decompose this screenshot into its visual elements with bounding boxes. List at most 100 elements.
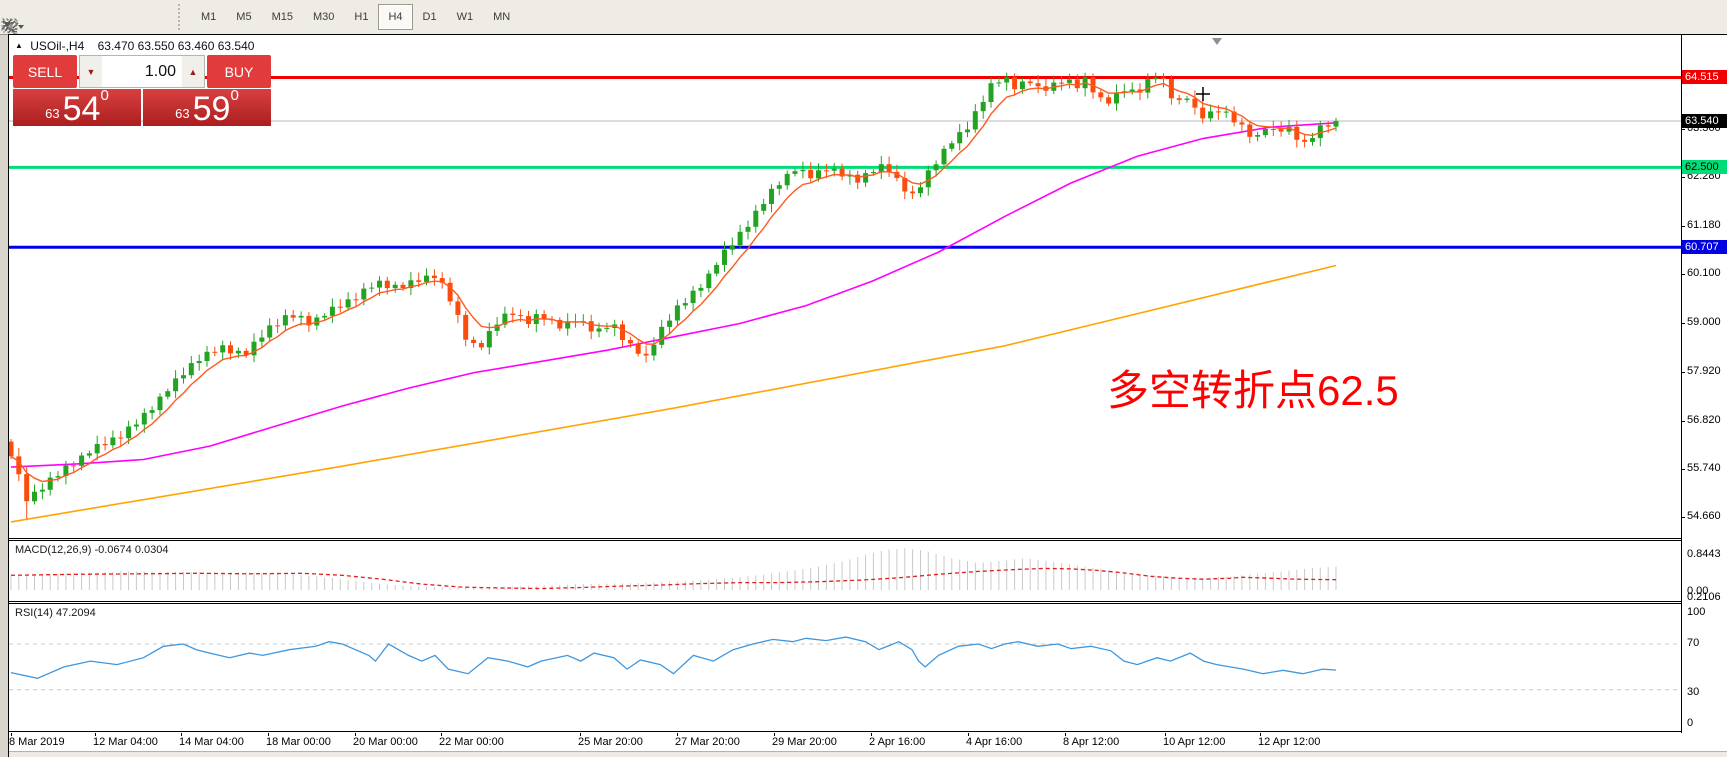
macd-tick-label: 0.00 [1687,585,1709,597]
price-tick-label: 55.740 [1687,462,1721,474]
time-axis-label: 12 Apr 12:00 [1258,736,1321,748]
symbol-triangle-icon: ▲ [15,41,23,50]
time-tick-mark [968,732,969,736]
sell-price-main: 54 [62,90,101,128]
price-tick-mark [1681,274,1685,275]
price-badge-62.500: 62.500 [1682,160,1727,174]
time-axis-label: 8 Apr 12:00 [1063,736,1120,748]
candlestick-chart[interactable] [9,35,1681,538]
chart-window[interactable]: ▲ USOil-,H4 63.470 63.550 63.460 63.540 … [8,34,1727,757]
buy-price-prefix: 63 [175,106,190,121]
time-tick-mark [1165,732,1166,736]
time-axis-label: 18 Mar 00:00 [266,736,331,748]
time-tick-mark [871,732,872,736]
time-tick-mark [95,732,96,736]
price-badge-64.515: 64.515 [1682,70,1727,84]
time-axis-label: 14 Mar 04:00 [179,736,244,748]
macd-signal-line [10,567,1337,590]
price-tick-label: 60.100 [1687,267,1721,279]
volume-input[interactable]: 1.00 [144,62,176,80]
price-tick-mark [1681,226,1685,227]
timeframe-m5-button[interactable]: M5 [236,11,252,23]
toolbar-separator [178,4,187,30]
price-badge-63.540: 63.540 [1682,114,1727,128]
rsi-chart[interactable] [9,604,1681,731]
rsi-line [10,636,1337,679]
time-axis-separator [9,731,1681,733]
price-tick-mark [1681,129,1685,130]
time-axis-label: 27 Mar 20:00 [675,736,740,748]
tool-cursor-arrows-button[interactable] [4,3,174,31]
price-tick-label: 59.000 [1687,316,1721,328]
time-axis[interactable]: 8 Mar 2019 12 Mar 04:00 14 Mar 04:00 18 Mar… [9,732,1727,751]
price-tick-label: 56.820 [1687,414,1721,426]
price-tick-label: 61.180 [1687,219,1721,231]
window-bottom-strip [9,751,1727,757]
timeframe-mn-button[interactable]: MN [493,11,511,23]
macd-tick-label: 0.8443 [1687,548,1721,560]
price-tick-mark [1681,372,1685,373]
rsi-tick-label: 70 [1687,637,1700,649]
sell-price-tile[interactable]: 63 54 0 [13,87,141,128]
buy-price-main: 59 [192,90,231,128]
buy-button[interactable]: BUY [207,55,271,88]
volume-decrease-button[interactable]: ▼ [80,56,102,87]
macd-histogram [10,548,1337,590]
chart-ohlc-readout: 63.470 63.550 63.460 63.540 [97,39,255,53]
timeframe-m1-button[interactable]: M1 [201,11,217,23]
buy-price-tile[interactable]: 63 59 0 [143,87,271,128]
tool-text-box-button[interactable]: T [1,3,140,33]
volume-stepper: ▼ 1.00 ▲ [79,55,205,88]
time-axis-label: 20 Mar 00:00 [353,736,418,748]
time-tick-mark [1065,732,1066,736]
time-axis-label: 12 Mar 04:00 [93,736,158,748]
macd-indicator-label: MACD(12,26,9) -0.0674 0.0304 [15,544,169,556]
price-tick-mark [1681,323,1685,324]
ma-fast-line [10,82,1337,483]
chart-symbol-label: USOil-,H4 [30,39,85,53]
price-tick-mark [1681,517,1685,518]
chart-annotation-text: 多空转折点62.5 [1107,367,1399,414]
price-axis[interactable] [1681,35,1682,733]
time-tick-mark [11,732,12,736]
timeframe-h4-button[interactable]: H4 [378,4,413,30]
sell-button[interactable]: SELL [13,55,77,88]
macd-chart[interactable] [9,540,1681,601]
timeframe-h1-button[interactable]: H1 [354,11,369,23]
time-tick-mark [580,732,581,736]
toolbar: EFATM1M5M15M30H1H4D1W1MN [0,0,1727,35]
time-axis-label: 2 Apr 16:00 [869,736,926,748]
timeframe-m15-button[interactable]: M15 [271,11,293,23]
candles [9,72,1339,519]
macd-tick-label: 0.2106 [1687,591,1721,603]
timeframe-w1-button[interactable]: W1 [456,11,474,23]
volume-increase-button[interactable]: ▲ [182,56,204,87]
rsi-pane-separator[interactable] [9,601,1681,604]
scroll-to-end-marker-icon[interactable] [1212,38,1222,45]
time-tick-mark [774,732,775,736]
chart-title: ▲ USOil-,H4 63.470 63.550 63.460 63.540 [15,39,254,53]
sell-price-sup: 0 [100,87,109,104]
time-axis-label: 4 Apr 16:00 [966,736,1023,748]
timeframe-m30-button[interactable]: M30 [312,11,335,23]
timeframe-d1-button[interactable]: D1 [422,11,437,23]
ma-mid-line [10,122,1337,468]
price-tick-mark [1681,177,1685,178]
tool-text-label-button[interactable]: A [5,3,106,34]
price-tick-mark [1681,469,1685,470]
time-tick-mark [181,732,182,736]
rsi-tick-label: 100 [1687,606,1706,618]
crosshair-marker [1196,87,1210,101]
price-badge-60.707: 60.707 [1682,240,1727,254]
time-axis-label: 25 Mar 20:00 [578,736,643,748]
buy-price-sup: 0 [230,87,239,104]
one-click-trade-panel: SELL ▼ 1.00 ▲ BUY 63 54 0 63 59 0 [13,55,271,126]
time-tick-mark [441,732,442,736]
rsi-tick-label: 0 [1687,717,1694,729]
price-tick-label: 54.660 [1687,510,1721,522]
macd-pane-separator[interactable] [9,538,1681,541]
tool-dot-grid-button[interactable]: F [3,3,72,35]
ma-slow-line [10,264,1337,523]
rsi-tick-label: 30 [1687,686,1700,698]
